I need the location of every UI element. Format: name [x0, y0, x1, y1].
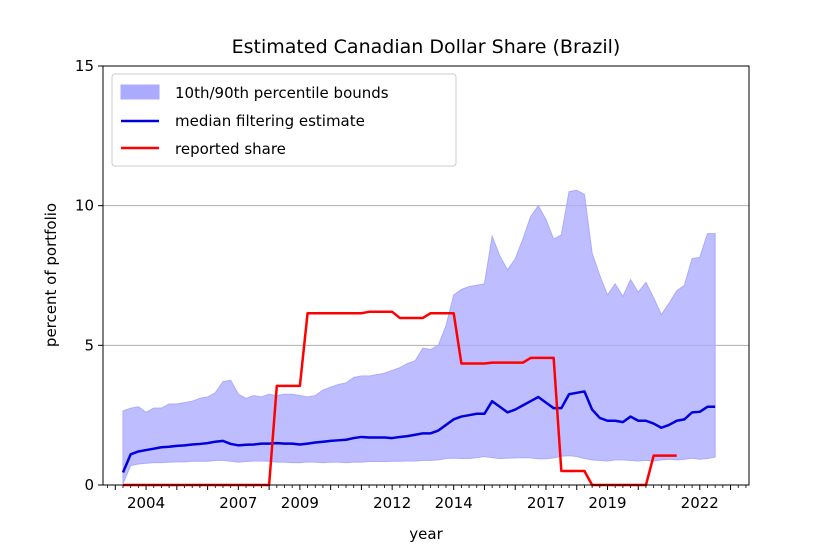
legend: 10th/90th percentile bounds median filte…: [111, 73, 457, 167]
y-tick-label: 15: [75, 57, 94, 75]
reported-line: [123, 310, 677, 487]
y-tick-label: 0: [84, 476, 94, 494]
y-tick-label: 10: [75, 197, 94, 215]
median-line: [121, 390, 716, 473]
percentile-band: [122, 189, 716, 484]
plot-frame: [102, 65, 750, 486]
plot-area: [121, 189, 716, 487]
y-axis-label: percent of portfolio: [42, 203, 60, 347]
legend-label-reported: reported share: [175, 140, 286, 158]
legend-label-band: 10th/90th percentile bounds: [175, 84, 389, 102]
legend-swatch-band: [120, 84, 160, 100]
axes: 0 5 10 15 2004 2007 2009 2012 2014 2017 2019 2022: [75, 57, 750, 512]
x-tick-label: 2007: [219, 494, 257, 512]
x-tick-label: 2017: [527, 494, 565, 512]
y-tick-label: 5: [84, 336, 94, 354]
x-tick-label: 2004: [127, 494, 165, 512]
x-tick-label: 2019: [588, 494, 626, 512]
x-tick-label: 2014: [435, 494, 473, 512]
x-tick-label: 2009: [281, 494, 319, 512]
x-tick-label: 2012: [373, 494, 411, 512]
x-tick-label: 2022: [681, 494, 719, 512]
legend-frame: [111, 73, 457, 167]
chart-title: Estimated Canadian Dollar Share (Brazil): [232, 36, 621, 58]
x-axis-label: year: [409, 525, 443, 543]
legend-label-median: median filtering estimate: [175, 112, 365, 130]
